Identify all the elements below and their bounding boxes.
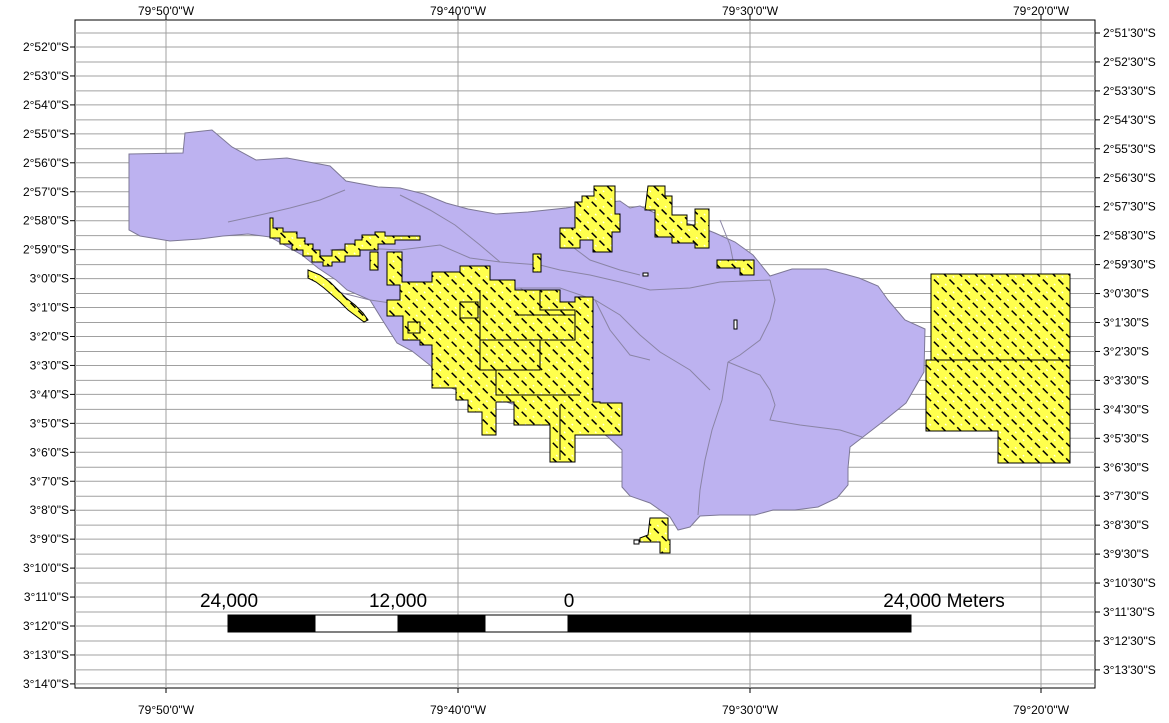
right-latitude-label: 3°9'30"S: [1103, 547, 1149, 561]
right-latitude-label: 2°51'30"S: [1103, 26, 1156, 40]
left-latitude-label: 3°4'0"S: [30, 387, 69, 401]
left-latitude-label: 3°9'0"S: [30, 532, 69, 546]
right-latitude-label: 3°12'30"S: [1103, 634, 1156, 648]
top-longitude-label: 79°20'0"W: [1013, 4, 1070, 18]
right-latitude-label: 2°53'30"S: [1103, 84, 1156, 98]
left-latitude-label: 2°53'0"S: [23, 69, 69, 83]
right-latitude-label: 3°0'30"S: [1103, 287, 1149, 301]
left-latitude-label: 3°10'0"S: [23, 561, 69, 575]
bottom-longitude-label: 79°20'0"W: [1013, 703, 1070, 717]
small-markers: [633, 272, 738, 545]
concession-west-3: [369, 251, 379, 271]
scale-label-24000-left: 24,000: [200, 591, 258, 612]
left-latitude-label: 3°14'0"S: [23, 677, 69, 691]
right-latitude-label: 2°54'30"S: [1103, 113, 1156, 127]
right-latitude-label: 3°11'30"S: [1103, 605, 1155, 619]
left-latitude-label: 3°1'0"S: [30, 301, 69, 315]
left-latitude-label: 3°0'0"S: [30, 272, 69, 286]
scale-bar: 24,000 12,000 0 24,000 Meters: [200, 591, 1005, 633]
right-latitude-label: 2°59'30"S: [1103, 258, 1156, 272]
left-latitude-label: 2°57'0"S: [23, 185, 69, 199]
concession-west-diagonal: [307, 269, 369, 323]
concession-north-3: [716, 259, 755, 276]
left-latitude-label: 2°59'0"S: [23, 243, 69, 257]
top-longitude-labels: 79°50'0"W 79°40'0"W 79°30'0"W 79°20'0"W: [138, 4, 1070, 18]
top-longitude-label: 79°30'0"W: [722, 4, 779, 18]
right-latitude-label: 3°7'30"S: [1103, 489, 1149, 503]
left-latitude-label: 2°55'0"S: [23, 127, 69, 141]
top-longitude-label: 79°40'0"W: [430, 4, 487, 18]
left-latitude-label: 3°7'0"S: [30, 474, 69, 488]
right-latitude-label: 3°1'30"S: [1103, 316, 1149, 330]
concession-west-strip: [269, 217, 421, 267]
left-latitude-label: 3°3'0"S: [30, 358, 69, 372]
concession-areas: [269, 185, 1071, 554]
scale-label-24000-meters: 24,000 Meters: [883, 591, 1004, 612]
right-latitude-label: 2°56'30"S: [1103, 171, 1156, 185]
right-latitude-label: 3°13'30"S: [1103, 663, 1156, 677]
left-latitude-label: 3°13'0"S: [23, 648, 69, 662]
right-latitude-label: 2°58'30"S: [1103, 229, 1156, 243]
left-latitude-label: 3°6'0"S: [30, 445, 69, 459]
right-latitude-labels: 2°51'30"S 2°52'30"S 2°53'30"S 2°54'30"S 2°55…: [1103, 26, 1156, 677]
right-latitude-label: 3°5'30"S: [1103, 431, 1149, 445]
top-longitude-label: 79°50'0"W: [138, 4, 195, 18]
bottom-longitude-label: 79°30'0"W: [722, 703, 779, 717]
concession-north-1: [559, 185, 621, 253]
concession-south: [639, 517, 671, 554]
concession-north-2: [644, 185, 710, 249]
right-latitude-label: 3°2'30"S: [1103, 344, 1149, 358]
bottom-longitude-label: 79°40'0"W: [430, 703, 487, 717]
scale-label-12000: 12,000: [369, 591, 427, 612]
right-latitude-label: 3°6'30"S: [1103, 460, 1149, 474]
left-latitude-label: 3°12'0"S: [23, 619, 69, 633]
right-latitude-label: 3°10'30"S: [1103, 576, 1156, 590]
left-latitude-label: 3°5'0"S: [30, 416, 69, 430]
left-latitude-label: 2°56'0"S: [23, 156, 69, 170]
right-latitude-label: 2°55'30"S: [1103, 142, 1156, 156]
frame-ticks: [70, 15, 1100, 693]
left-latitude-labels: 2°52'0"S 2°53'0"S 2°54'0"S 2°55'0"S 2°56'0"S…: [23, 40, 69, 691]
left-latitude-label: 3°8'0"S: [30, 503, 69, 517]
left-latitude-label: 2°52'0"S: [23, 40, 69, 54]
right-latitude-label: 3°8'30"S: [1103, 518, 1149, 532]
left-latitude-label: 2°58'0"S: [23, 214, 69, 228]
left-latitude-label: 3°11'0"S: [24, 590, 69, 604]
right-latitude-label: 2°52'30"S: [1103, 55, 1156, 69]
right-latitude-label: 3°3'30"S: [1103, 373, 1149, 387]
scale-label-zero: 0: [564, 591, 575, 612]
left-latitude-label: 2°54'0"S: [23, 98, 69, 112]
right-latitude-label: 3°4'30"S: [1103, 402, 1149, 416]
concession-small-1: [532, 253, 542, 273]
concession-central-cluster: [386, 251, 623, 463]
bottom-longitude-label: 79°50'0"W: [138, 703, 195, 717]
bottom-longitude-labels: 79°50'0"W 79°40'0"W 79°30'0"W 79°20'0"W: [138, 703, 1070, 717]
left-latitude-label: 3°2'0"S: [30, 330, 69, 344]
right-latitude-label: 2°57'30"S: [1103, 200, 1156, 214]
